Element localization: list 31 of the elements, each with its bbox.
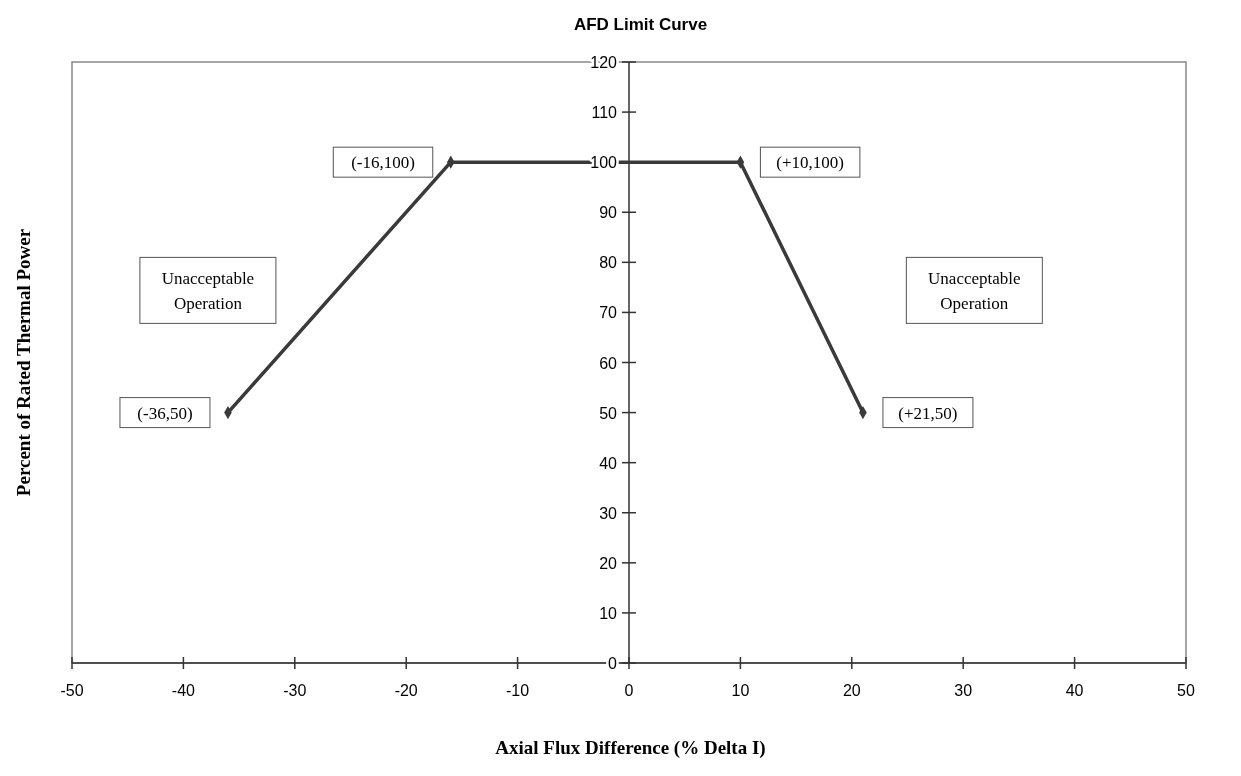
- x-tick-label: -20: [394, 682, 418, 699]
- x-tick-label: 10: [731, 682, 750, 699]
- x-tick-label: 40: [1065, 682, 1084, 699]
- x-tick-label: 20: [842, 682, 861, 699]
- chart-title: AFD Limit Curve: [573, 15, 708, 34]
- annotation: (+21,50): [898, 403, 958, 423]
- x-tick-label: -40: [171, 682, 196, 699]
- annotation: (+10,100): [776, 153, 844, 173]
- annotation: (-16,100): [351, 153, 415, 173]
- y-tick-label: 80: [599, 254, 618, 272]
- x-tick-label: -30: [283, 682, 307, 699]
- y-tick-label: 50: [599, 404, 618, 422]
- y-tick-label: 70: [599, 304, 618, 322]
- annotation: Unacceptable Operation: [928, 269, 1021, 314]
- y-tick-label: 10: [599, 604, 618, 622]
- y-tick-label: 30: [599, 504, 618, 522]
- y-tick-label: 120: [590, 54, 618, 71]
- annotation: (-36,50): [137, 403, 193, 423]
- y-tick-label: 40: [599, 454, 618, 472]
- y-tick-label: 110: [591, 104, 618, 122]
- x-tick-label: -10: [506, 682, 530, 699]
- y-axis-title: Percent of Rated Thermal Power: [13, 228, 34, 497]
- x-axis-title: Axial Flux Difference (% Delta I): [495, 737, 766, 759]
- y-tick-label: 60: [599, 354, 618, 372]
- y-tick-label: 20: [599, 554, 618, 572]
- x-tick-label: 30: [954, 682, 973, 699]
- annotation: Unacceptable Operation: [161, 269, 255, 314]
- x-tick-label: 0: [624, 682, 634, 699]
- x-tick-label: 50: [1177, 682, 1195, 699]
- y-tick-label: 90: [599, 204, 618, 222]
- x-tick-label: -50: [60, 682, 84, 699]
